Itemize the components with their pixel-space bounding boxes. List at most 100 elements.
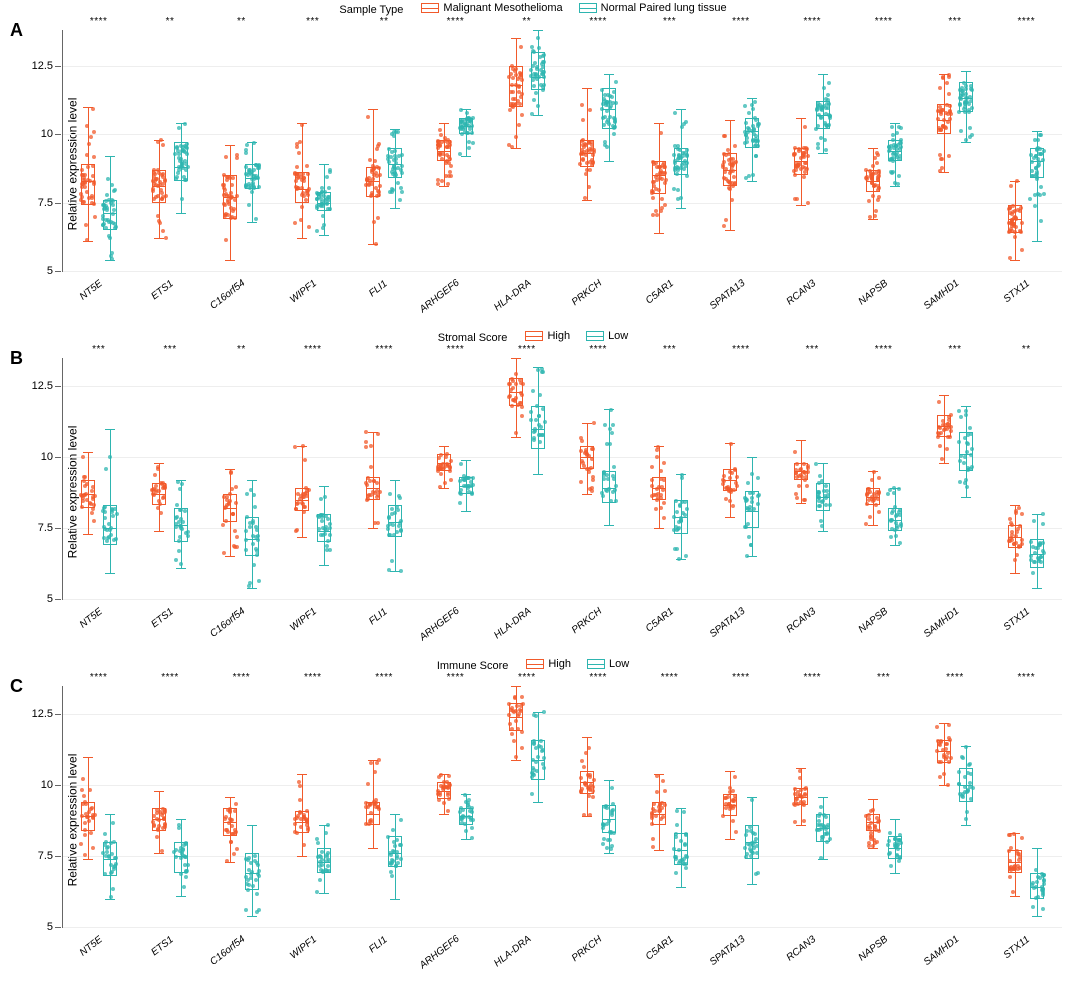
- boxplot-box: [935, 686, 953, 927]
- boxplot-box: [792, 686, 810, 927]
- boxplot-box: [743, 686, 761, 927]
- boxplot-box: [1006, 358, 1024, 599]
- x-tick-label: NT5E: [78, 278, 105, 302]
- boxplot-box: [864, 686, 882, 927]
- boxplot-box: [792, 30, 810, 271]
- boxplot-box: [435, 686, 453, 927]
- box-pair: [423, 30, 487, 271]
- box-pair: [209, 358, 273, 599]
- gene-slot: **ETS1: [138, 30, 202, 271]
- boxplot-box: [957, 358, 975, 599]
- x-tick-label: NAPSB: [856, 934, 889, 964]
- gene-slot: ****PRKCH: [566, 686, 630, 927]
- box-pair: [780, 686, 844, 927]
- box-pair: [923, 30, 987, 271]
- y-tick-label: 5: [47, 593, 53, 605]
- box-pair: [67, 686, 131, 927]
- significance-stars: ****: [709, 672, 773, 683]
- box-pair: [994, 686, 1058, 927]
- boxplot-box: [364, 686, 382, 927]
- boxplot-box: [243, 358, 261, 599]
- significance-stars: ****: [994, 16, 1058, 27]
- box-pair: [851, 686, 915, 927]
- boxplot-box: [293, 686, 311, 927]
- boxplot-box: [672, 686, 690, 927]
- boxplot-box: [79, 30, 97, 271]
- gene-slot: ****ETS1: [138, 686, 202, 927]
- significance-stars: ***: [138, 344, 202, 355]
- significance-stars: ****: [423, 344, 487, 355]
- box-pair: [709, 30, 773, 271]
- gene-slot: ****RCAN3: [780, 30, 844, 271]
- significance-stars: **: [209, 16, 273, 27]
- significance-stars: ****: [209, 672, 273, 683]
- significance-stars: ****: [566, 672, 630, 683]
- boxplot-box: [457, 686, 475, 927]
- boxplot-box: [101, 686, 119, 927]
- x-tick-label: FLI1: [367, 278, 390, 299]
- x-tick-label: SAMHD1: [922, 934, 962, 968]
- x-tick-label: SAMHD1: [922, 278, 962, 312]
- gene-slot: ***SAMHD1: [923, 358, 987, 599]
- gene-slot: ***WIPF1: [281, 30, 345, 271]
- boxplot-box: [600, 686, 618, 927]
- panel-label: A: [10, 20, 23, 41]
- gene-slot: **STX11: [994, 358, 1058, 599]
- boxplot-box: [315, 686, 333, 927]
- boxplot-box: [814, 358, 832, 599]
- significance-stars: ****: [923, 672, 987, 683]
- gene-slot: ****NAPSB: [851, 30, 915, 271]
- gene-slot: ****C16orf54: [209, 686, 273, 927]
- gene-slot: ***NAPSB: [851, 686, 915, 927]
- boxplot-box: [886, 358, 904, 599]
- boxplot-box: [529, 30, 547, 271]
- significance-stars: ****: [138, 672, 202, 683]
- y-tick-label: 10: [41, 779, 53, 791]
- boxplot-box: [578, 686, 596, 927]
- significance-stars: ***: [923, 344, 987, 355]
- y-tick-label: 7.5: [38, 850, 53, 862]
- plot-area: 57.51012.5****NT5E**ETS1**C16orf54***WIP…: [62, 30, 1062, 272]
- significance-stars: ****: [352, 344, 416, 355]
- boxplot-box: [79, 358, 97, 599]
- y-tick-label: 10: [41, 128, 53, 140]
- gene-slot: ****WIPF1: [281, 686, 345, 927]
- x-tick-label: C16orf54: [209, 278, 248, 312]
- box-pair: [281, 30, 345, 271]
- boxplot-box: [172, 30, 190, 271]
- x-tick-label: NT5E: [78, 934, 105, 958]
- gene-slot: **FLI1: [352, 30, 416, 271]
- boxplot-box: [814, 686, 832, 927]
- x-tick-label: ARHGEF6: [418, 606, 462, 644]
- box-pair: [495, 358, 559, 599]
- significance-stars: ***: [281, 16, 345, 27]
- box-pair: [851, 358, 915, 599]
- box-pair: [209, 686, 273, 927]
- significance-stars: ****: [67, 16, 131, 27]
- gene-slot: ***C5AR1: [637, 30, 701, 271]
- x-tick-label: ETS1: [149, 606, 175, 630]
- gene-slot: ****STX11: [994, 686, 1058, 927]
- box-pair: [851, 30, 915, 271]
- significance-stars: ****: [709, 16, 773, 27]
- box-pair: [637, 358, 701, 599]
- legend-item: Low: [587, 658, 629, 670]
- boxplot-box: [293, 30, 311, 271]
- box-pair: [566, 686, 630, 927]
- boxplot-box: [315, 30, 333, 271]
- legend-title: Sample Type: [339, 4, 403, 16]
- legend-text: Low: [608, 330, 628, 342]
- x-tick-label: SPATA13: [708, 606, 748, 640]
- gene-slot: **HLA-DRA: [495, 30, 559, 271]
- significance-stars: ****: [994, 672, 1058, 683]
- boxplot-box: [529, 686, 547, 927]
- x-tick-label: WIPF1: [288, 278, 319, 305]
- gene-slot: ****WIPF1: [281, 358, 345, 599]
- legend-item: High: [526, 658, 571, 670]
- box-pair: [352, 30, 416, 271]
- plot-area: 57.51012.5****NT5E****ETS1****C16orf54**…: [62, 686, 1062, 928]
- x-tick-label: FLI1: [367, 606, 390, 627]
- gene-slot: ***SAMHD1: [923, 30, 987, 271]
- significance-stars: ****: [851, 344, 915, 355]
- x-tick-label: NT5E: [78, 606, 105, 630]
